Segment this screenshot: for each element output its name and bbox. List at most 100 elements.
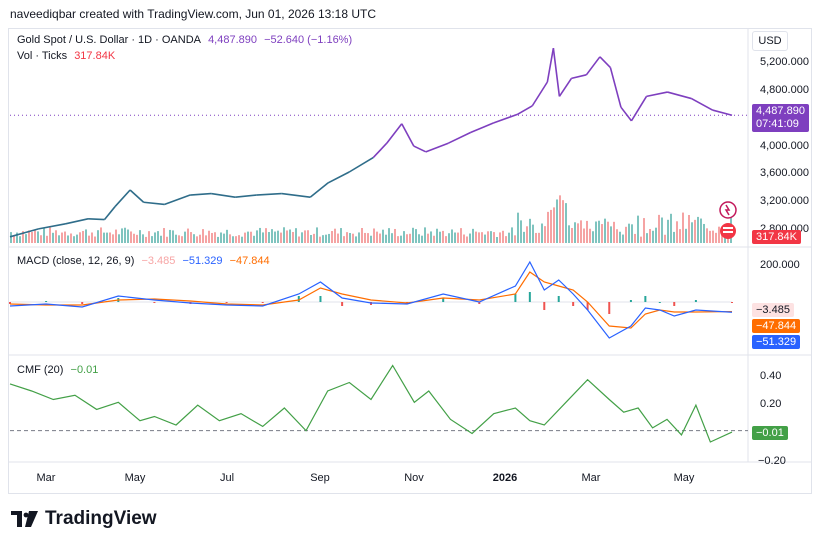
volume-bar [316, 227, 318, 243]
volume-bar [529, 218, 531, 243]
volume-bar [535, 232, 537, 243]
volume-bar [460, 228, 462, 243]
volume-bar [181, 236, 183, 243]
volume-bar [34, 230, 36, 243]
volume-bar [430, 231, 432, 243]
price-line-segment [447, 131, 472, 144]
volume-bar [283, 227, 285, 243]
volume-bar [112, 234, 114, 243]
volume-bar [274, 231, 276, 243]
macd-legend[interactable]: MACD (close, 12, 26, 9) −3.485 −51.329 −… [17, 255, 274, 267]
volume-bar [361, 227, 363, 243]
price-line-segment [348, 156, 374, 173]
price-line-segment [609, 67, 622, 108]
volume-tag: 317.84K [752, 230, 801, 244]
macd-histogram-bar [45, 301, 48, 302]
price-tick: 3,200.000 [760, 195, 809, 207]
price-line-segment [103, 206, 116, 221]
volume-bar [358, 232, 360, 243]
price-line-segment [281, 192, 311, 198]
volume-bar [349, 232, 351, 243]
volume-bar [250, 231, 252, 243]
volume-bar [637, 215, 639, 243]
volume-bar [469, 233, 471, 243]
volume-bar [580, 220, 582, 243]
volume-bar [88, 235, 90, 243]
price-line-segment [38, 223, 66, 230]
volume-bar [190, 232, 192, 243]
volume-bar [142, 234, 144, 243]
macd-histogram-bar [478, 302, 481, 304]
cmf-line [9, 364, 733, 443]
volume-legend[interactable]: Vol · Ticks 317.84K [17, 50, 119, 62]
volume-bar [631, 224, 633, 243]
main-legend[interactable]: Gold Spot / U.S. Dollar · 1D · OANDA 4,4… [17, 34, 356, 46]
volume-bar [619, 231, 621, 243]
time-tick: May [673, 472, 695, 484]
volume-value: 317.84K [74, 50, 116, 62]
volume-bar [445, 236, 447, 243]
volume-bar [688, 214, 690, 243]
volume-bar [241, 236, 243, 243]
macd-histogram-bar [644, 296, 647, 302]
volume-bar [247, 231, 249, 243]
volume-bar [298, 236, 300, 243]
volume-bar [388, 228, 390, 243]
volume-bar [73, 236, 75, 243]
volume-bar [454, 232, 456, 243]
volume-bar [526, 226, 528, 243]
volume-bar [586, 220, 588, 243]
volume-bar [397, 236, 399, 243]
volume-bar [292, 231, 294, 243]
tradingview-logo[interactable]: TradingView [11, 508, 157, 530]
price-line-segment [114, 189, 131, 208]
volume-bar [220, 232, 222, 243]
volume-bar [523, 231, 525, 243]
macd-hist-value: −3.485 [141, 255, 176, 267]
volume-bar [553, 207, 555, 243]
volume-bar [355, 236, 357, 243]
volume-bar [205, 235, 207, 243]
volume-bar [565, 203, 567, 243]
price-tick: 4,800.000 [760, 84, 809, 96]
volume-bar [19, 236, 21, 243]
volume-bar [310, 234, 312, 243]
volume-bar [91, 232, 93, 243]
price-line-segment [691, 97, 713, 111]
price-line-segment [129, 189, 145, 203]
volume-bar [343, 236, 345, 243]
price-line-segment [712, 109, 733, 117]
volume-bar [634, 233, 636, 243]
price-line-segment [235, 194, 257, 198]
volume-bar [265, 228, 267, 243]
price-line-segment [386, 123, 403, 144]
volume-bar [289, 229, 291, 243]
cmf-legend[interactable]: CMF (20) −0.01 [17, 364, 102, 376]
volume-bar [46, 235, 48, 243]
volume-bar [346, 232, 348, 243]
volume-bar [670, 213, 672, 243]
volume-bar [700, 218, 702, 243]
chart-frame [8, 28, 812, 494]
volume-bar [16, 232, 18, 243]
price-line-segment [327, 171, 350, 184]
volume-bar [304, 230, 306, 243]
last-price-tag[interactable]: 4,487.890 07:41:09 [752, 104, 809, 132]
volume-bar [340, 228, 342, 243]
volume-bar [709, 230, 711, 243]
volume-bar [151, 236, 153, 243]
macd-histogram-bar [225, 302, 228, 303]
volume-bar [100, 227, 102, 243]
volume-bar [514, 235, 516, 243]
currency-button[interactable]: USD [752, 31, 788, 51]
event-icons[interactable] [716, 200, 742, 242]
macd-line [9, 260, 733, 339]
volume-bar [22, 231, 24, 243]
volume-bar [502, 230, 504, 243]
volume-bar [103, 232, 105, 243]
volume-bar [673, 231, 675, 243]
volume-bar [199, 234, 201, 243]
volume-bar [694, 219, 696, 243]
price-line-segment [516, 105, 533, 116]
